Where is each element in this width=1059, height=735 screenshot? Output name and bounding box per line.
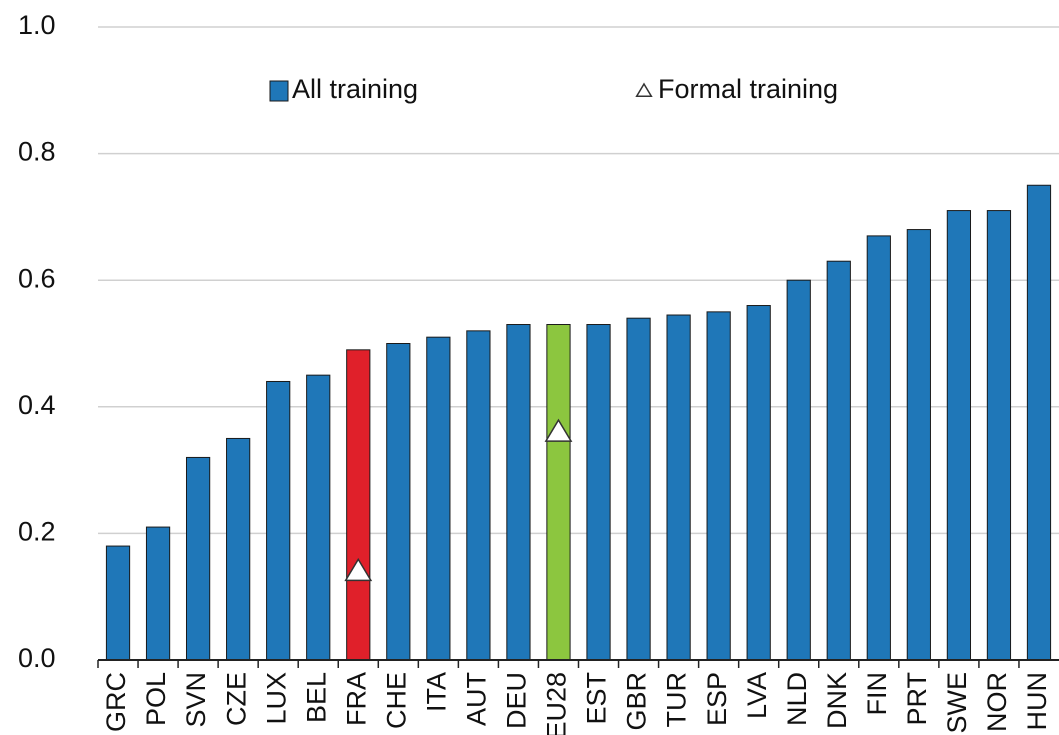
bar [266,380,291,661]
x-tick-label: EST [582,672,612,725]
x-tick-label: TUR [662,672,692,728]
legend-marker [635,82,653,97]
bar [145,526,171,661]
bar [826,260,851,661]
x-tick-label: LVA [742,672,772,719]
bar [946,210,972,661]
x-tick-label: BEL [301,672,331,723]
x-tick-label: CHE [381,672,411,729]
bar [466,330,491,661]
x-tick-label: LUX [261,672,291,725]
x-tick-label: EU28 [542,672,572,735]
bar [105,545,131,661]
bar [386,343,411,661]
bar [706,311,731,661]
legend-swatch [269,80,289,102]
x-tick-label: GBR [622,672,652,731]
marker [344,557,373,582]
bar [666,314,691,661]
y-tick-label: 0.2 [18,517,56,547]
bar [185,456,211,661]
x-tick-label: SVN [181,672,211,728]
x-tick-label: ESP [702,672,732,726]
x-tick-label: AUT [462,672,492,726]
bar [746,305,771,661]
bar [906,229,931,661]
y-tick-label: 0.4 [18,390,56,420]
bar [1026,184,1052,661]
bar [426,336,451,661]
x-tick-label: NLD [782,672,812,726]
y-tick-label: 0.6 [18,263,56,293]
bar [546,324,571,661]
bar [866,235,891,661]
x-tick-label: HUN [1022,672,1052,731]
x-tick-label: POL [141,672,171,726]
x-tick-label: CZE [221,672,251,726]
bar [586,324,611,661]
legend-label: All training [292,74,418,104]
x-tick-label: FIN [862,672,892,716]
bar [626,317,651,661]
y-tick-label: 0.8 [18,137,56,167]
bar [786,279,811,661]
x-tick-label: SWE [942,672,972,734]
y-tick-label: 0.0 [18,643,56,673]
y-tick-label: 1.0 [18,10,56,40]
x-tick-label: DNK [822,672,852,729]
x-tick-label: ITA [421,672,451,712]
bar [346,349,371,661]
x-tick-label: DEU [502,672,532,729]
bar [306,374,331,661]
bar [986,210,1012,661]
x-tick-label: GRC [101,672,131,732]
x-tick-label: FRA [341,672,371,726]
legend-label: Formal training [658,74,838,104]
marker [544,418,573,442]
bar [226,437,251,661]
x-tick-label: NOR [982,672,1012,732]
bar [506,324,531,661]
x-tick-label: PRT [902,672,932,726]
